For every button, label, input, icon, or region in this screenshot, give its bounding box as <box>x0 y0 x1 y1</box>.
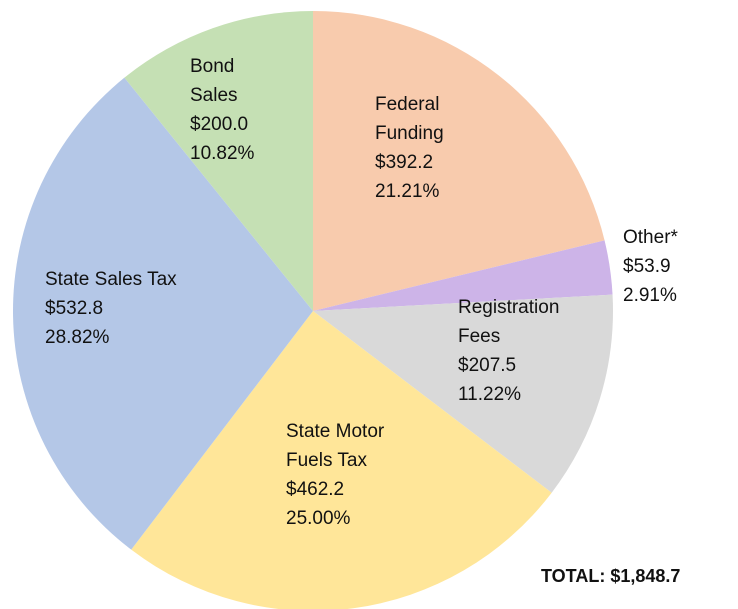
slice-label: State Motor Fuels Tax $462.2 25.00% <box>286 417 384 533</box>
value-label: $53.9 <box>623 256 671 277</box>
category: Federal Funding <box>375 94 444 144</box>
slice-label: Federal Funding $392.2 21.21% <box>375 90 444 206</box>
pie-slice <box>131 311 552 609</box>
pie-slice <box>313 11 605 311</box>
slice-label: Bond Sales $200.0 10.82% <box>190 52 254 168</box>
total-label: TOTAL: $1,848.7 <box>541 566 681 586</box>
slice-label: State Sales Tax $532.8 28.82% <box>45 265 177 352</box>
category: Registration Fees <box>458 297 560 347</box>
pie-slice <box>313 240 613 311</box>
value-label: $207.5 <box>458 355 517 376</box>
percent-label: 2.91% <box>623 285 677 306</box>
slice-label: Registration Fees $207.5 11.22% <box>458 293 559 409</box>
percent-label: 11.22% <box>458 384 522 405</box>
pie-slice <box>313 294 613 493</box>
category: State Motor Fuels Tax <box>286 421 385 471</box>
percent-label: 10.82% <box>190 143 255 164</box>
category: Other* <box>623 227 678 248</box>
pie-slice <box>13 77 314 550</box>
value-label: $532.8 <box>45 298 104 319</box>
percent-label: 28.82% <box>45 327 110 348</box>
value-label: $462.2 <box>286 479 345 500</box>
category: Bond Sales <box>190 56 238 106</box>
pie-slice <box>124 10 313 311</box>
value-label: $392.2 <box>375 152 434 173</box>
slice-label: Other* $53.9 2.91% <box>623 223 678 310</box>
percent-label: 25.00% <box>286 508 351 529</box>
category: State Sales Tax <box>45 269 177 290</box>
percent-label: 21.21% <box>375 181 440 202</box>
value-label: $200.0 <box>190 114 249 135</box>
